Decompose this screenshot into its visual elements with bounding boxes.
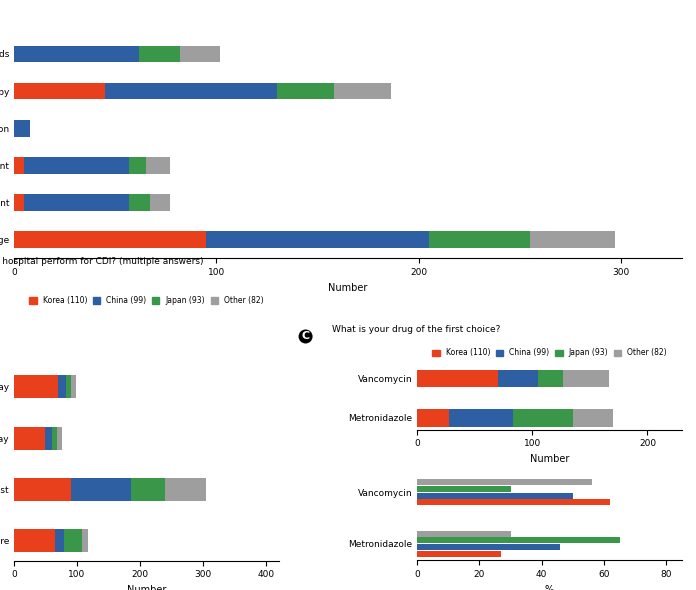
Bar bbox=[417, 544, 560, 550]
Bar bbox=[417, 550, 501, 556]
Bar bbox=[180, 45, 221, 63]
Text: What is your drug of the first choice?: What is your drug of the first choice? bbox=[332, 325, 500, 334]
Bar bbox=[65, 529, 82, 552]
Bar bbox=[417, 479, 592, 485]
Bar bbox=[45, 427, 52, 450]
Bar bbox=[417, 369, 498, 387]
Bar bbox=[449, 409, 513, 427]
Bar bbox=[14, 231, 206, 248]
Bar bbox=[417, 530, 511, 536]
Bar bbox=[14, 478, 71, 500]
Bar bbox=[24, 194, 129, 211]
Bar bbox=[14, 83, 105, 100]
Bar bbox=[14, 157, 24, 174]
Bar bbox=[513, 409, 573, 427]
Text: What tests does your hospital perform for CDI? (multiple answers): What tests does your hospital perform fo… bbox=[0, 257, 203, 266]
Bar bbox=[139, 45, 180, 63]
Bar bbox=[538, 369, 563, 387]
Bar bbox=[14, 120, 30, 137]
X-axis label: Number: Number bbox=[127, 585, 166, 590]
Bar bbox=[573, 409, 613, 427]
X-axis label: %: % bbox=[545, 585, 554, 590]
Bar bbox=[82, 529, 88, 552]
Bar bbox=[150, 194, 170, 211]
Bar bbox=[14, 194, 24, 211]
Bar bbox=[14, 45, 139, 63]
Bar bbox=[14, 375, 58, 398]
Bar bbox=[14, 427, 45, 450]
Bar bbox=[417, 537, 619, 543]
Bar bbox=[498, 369, 538, 387]
Bar bbox=[417, 486, 511, 492]
Legend: Korea (110), China (99), Japan (93), Other (82): Korea (110), China (99), Japan (93), Oth… bbox=[429, 345, 670, 360]
Text: C: C bbox=[301, 332, 310, 342]
Bar bbox=[334, 83, 390, 100]
Bar bbox=[71, 478, 131, 500]
Bar bbox=[65, 375, 71, 398]
Bar bbox=[71, 375, 76, 398]
Bar bbox=[52, 427, 57, 450]
Bar bbox=[145, 157, 170, 174]
Bar bbox=[417, 499, 610, 505]
X-axis label: Number: Number bbox=[530, 454, 569, 464]
X-axis label: Number: Number bbox=[329, 283, 367, 293]
Bar bbox=[14, 529, 55, 552]
Bar bbox=[105, 83, 277, 100]
Bar bbox=[58, 375, 65, 398]
Bar bbox=[429, 231, 530, 248]
Bar bbox=[206, 231, 429, 248]
Bar bbox=[55, 529, 65, 552]
Legend: Korea (110), China (99), Japan (93), Other (82): Korea (110), China (99), Japan (93), Oth… bbox=[694, 475, 696, 526]
Bar bbox=[417, 493, 573, 499]
Bar bbox=[166, 478, 207, 500]
Bar bbox=[129, 194, 150, 211]
Bar bbox=[129, 157, 145, 174]
Bar bbox=[417, 409, 449, 427]
Legend: Korea (110), China (99), Japan (93), Other (82): Korea (110), China (99), Japan (93), Oth… bbox=[26, 293, 267, 308]
Bar bbox=[57, 427, 62, 450]
Bar bbox=[24, 157, 129, 174]
Bar bbox=[277, 83, 334, 100]
Bar bbox=[131, 478, 166, 500]
Bar bbox=[563, 369, 610, 387]
Bar bbox=[530, 231, 615, 248]
